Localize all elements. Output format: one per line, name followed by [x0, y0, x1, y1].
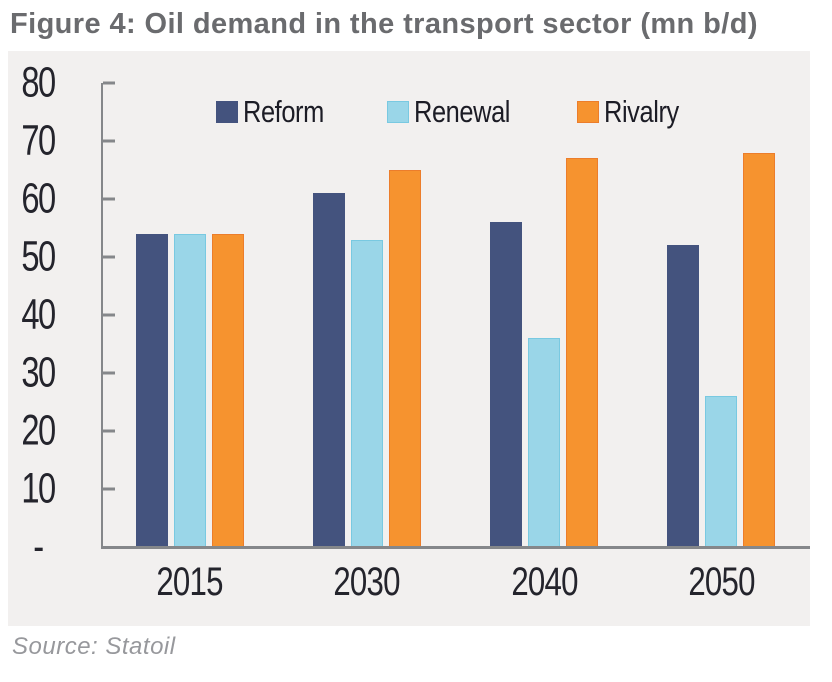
bar-group-2030: [278, 83, 455, 547]
y-tick-label-30: 30: [21, 348, 56, 397]
y-tick-70: [103, 139, 115, 143]
bar-reform-2050: [667, 245, 700, 547]
y-axis-line: [101, 83, 103, 547]
bar-renewal-2015: [173, 234, 206, 547]
y-tick-60: [103, 197, 115, 201]
plot-area: 80 70 60 50 40 30 20 10 -: [21, 61, 810, 568]
legend-item-renewal: Renewal: [387, 94, 531, 130]
y-tick-label-0: -: [33, 522, 44, 571]
rivalry-swatch-icon: [577, 101, 600, 123]
bar-renewal-2030: [350, 240, 383, 547]
bar-group-2015: [101, 83, 278, 547]
bar-group-2050: [633, 83, 810, 547]
y-tick-label-20: 20: [21, 406, 56, 455]
y-tick-20: [103, 429, 115, 433]
chart-legend: Reform Renewal Rivalry: [101, 94, 810, 130]
chart-panel: Reform Renewal Rivalry 80 70 60 50 40 30 20 10 -…: [8, 51, 810, 626]
bar-reform-2015: [135, 234, 168, 547]
source-note: Source: Statoil: [12, 633, 176, 660]
x-axis-line: [101, 546, 810, 549]
legend-label-reform: Reform: [242, 94, 324, 129]
y-tick-label-10: 10: [21, 464, 56, 513]
bar-rivalry-2040: [566, 158, 599, 547]
bar-rivalry-2015: [211, 234, 244, 547]
legend-label-renewal: Renewal: [414, 94, 511, 129]
x-axis-labels: 2015 2030 2040 2050: [101, 551, 810, 613]
renewal-swatch-icon: [387, 101, 410, 123]
legend-label-rivalry: Rivalry: [604, 94, 680, 129]
x-label-2015: 2015: [156, 560, 223, 604]
bar-rivalry-2050: [743, 153, 776, 547]
legend-item-rivalry: Rivalry: [577, 94, 695, 130]
y-tick-label-80: 80: [21, 58, 56, 107]
y-tick-50: [103, 255, 115, 259]
bar-reform-2040: [490, 222, 523, 547]
bar-group-2040: [456, 83, 633, 547]
y-tick-30: [103, 371, 115, 375]
bar-rivalry-2030: [388, 170, 421, 547]
bar-groups: [101, 83, 810, 547]
y-tick-label-60: 60: [21, 174, 56, 223]
bar-renewal-2040: [528, 338, 561, 547]
y-tick-80: [103, 81, 115, 85]
y-tick-label-50: 50: [21, 232, 56, 281]
x-label-2030: 2030: [333, 560, 401, 604]
y-tick-label-70: 70: [21, 116, 56, 165]
x-label-2050: 2050: [688, 560, 755, 604]
bar-reform-2030: [312, 193, 345, 547]
figure-title: Figure 4: Oil demand in the transport se…: [10, 8, 758, 40]
legend-item-reform: Reform: [215, 94, 342, 130]
bar-renewal-2050: [705, 396, 738, 547]
reform-swatch-icon: [215, 101, 238, 123]
y-tick-10: [103, 487, 115, 491]
x-label-2040: 2040: [510, 560, 578, 604]
y-tick-label-40: 40: [21, 290, 56, 339]
y-tick-40: [103, 313, 115, 317]
